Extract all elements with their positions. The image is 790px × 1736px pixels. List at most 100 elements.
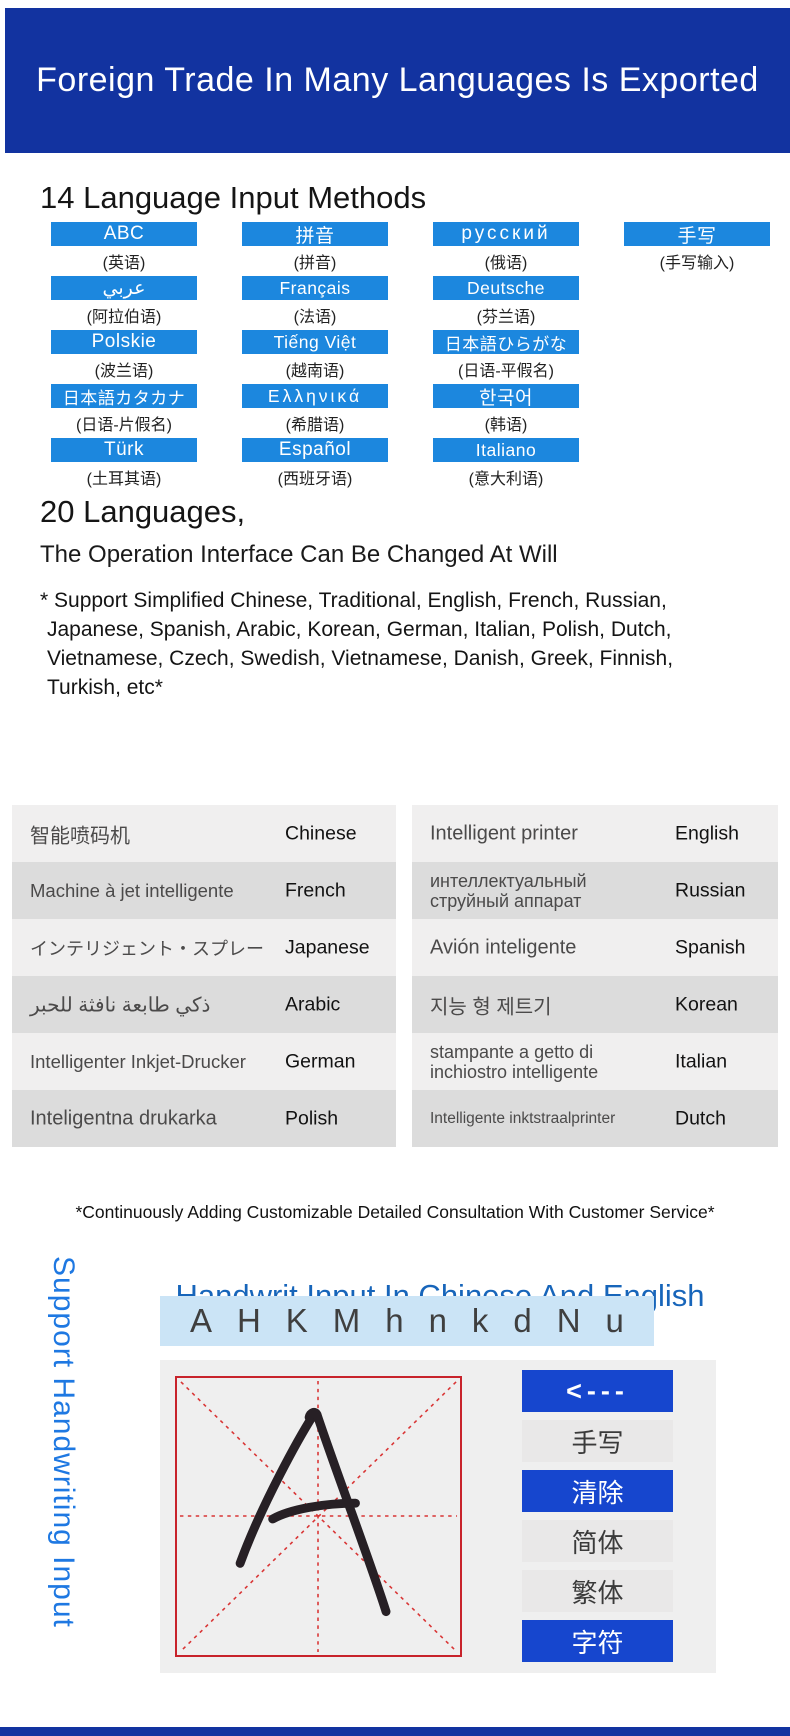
table-row: stampante a getto di inchiostro intellig… xyxy=(412,1033,778,1090)
language-label: Russian xyxy=(675,879,746,901)
phrase-text: Machine à jet intelligente xyxy=(30,879,234,901)
language-button[interactable]: ABC xyxy=(51,222,197,246)
language-button[interactable]: 手写 xyxy=(624,222,770,247)
language-input-cell: русский (俄语) xyxy=(433,222,579,273)
language-button[interactable]: Türk xyxy=(51,438,197,462)
handwriting-pad-canvas xyxy=(179,1380,458,1653)
candidate-letter[interactable]: M xyxy=(332,1302,361,1339)
side-label-vertical: Support Handwriting Input xyxy=(47,1256,80,1628)
language-button[interactable]: Français xyxy=(242,276,388,300)
language-caption: (手写输入) xyxy=(659,255,735,272)
language-button[interactable]: 日本語カタカナ xyxy=(51,384,197,408)
table-row: 智能喷码机 Chinese xyxy=(12,805,396,862)
language-button[interactable]: Deutsche xyxy=(433,276,579,300)
language-input-cell: ABC (英语) xyxy=(51,222,197,273)
language-label: German xyxy=(285,1050,356,1072)
clear-button[interactable]: 清除 xyxy=(522,1470,673,1512)
language-button[interactable]: عربي xyxy=(51,276,197,300)
language-button[interactable]: Ελληνικά xyxy=(242,384,388,408)
handwriting-mode-button[interactable]: 手写 xyxy=(522,1420,673,1462)
candidate-letter[interactable]: k xyxy=(471,1302,489,1339)
simplified-button[interactable]: 简体 xyxy=(522,1520,673,1562)
handwriting-pad[interactable] xyxy=(175,1376,462,1657)
language-caption: (越南语) xyxy=(285,363,345,380)
language-caption: (意大利语) xyxy=(468,471,544,488)
language-label: English xyxy=(675,822,739,844)
candidate-letter[interactable]: h xyxy=(385,1302,404,1339)
language-input-cell: Tiếng Việt (越南语) xyxy=(242,330,388,381)
backspace-button[interactable]: <--- xyxy=(522,1370,673,1412)
language-button[interactable]: 日本語ひらがな xyxy=(433,330,579,354)
language-label: Japanese xyxy=(285,936,370,958)
translation-table-right: Intelligent printer English интеллектуальн… xyxy=(412,805,778,1147)
table-row: интеллектуальный струйный аппарат Russian xyxy=(412,862,778,919)
guide-lines xyxy=(179,1380,458,1653)
language-button[interactable]: Polskie xyxy=(51,330,197,354)
language-caption: (波兰语) xyxy=(94,363,154,380)
language-caption: (希腊语) xyxy=(285,417,345,434)
phrase-text: Intelligent printer xyxy=(430,822,578,844)
language-input-cell: 拼音 (拼音) xyxy=(242,222,388,273)
candidate-letter[interactable]: K xyxy=(285,1302,308,1339)
language-button[interactable]: 한국어 xyxy=(433,384,579,409)
table-row: Intelligent printer English xyxy=(412,805,778,862)
candidate-letter[interactable]: A xyxy=(190,1302,213,1339)
languages-heading: 20 Languages, xyxy=(40,494,246,529)
table-row: インテリジェント・スプレー Japanese xyxy=(12,919,396,976)
candidate-letter[interactable]: H xyxy=(236,1302,261,1339)
language-input-cell: Ελληνικά (希腊语) xyxy=(242,384,388,435)
language-caption: (日语-片假名) xyxy=(76,417,172,434)
header-banner: Foreign Trade In Many Languages Is Expor… xyxy=(5,8,790,153)
language-button[interactable]: 拼音 xyxy=(242,222,388,247)
phrase-text: Inteligentna drukarka xyxy=(30,1107,217,1129)
phrase-text: Avión inteligente xyxy=(430,936,577,958)
language-caption: (拼音) xyxy=(293,255,337,272)
language-button[interactable]: Italiano xyxy=(433,438,579,462)
language-input-cell: 手写 (手写输入) xyxy=(624,222,770,273)
note-line: Vietnamese, Czech, Swedish, Vietnamese, … xyxy=(47,647,674,670)
phrase-text: Intelligenter Inkjet-Drucker xyxy=(30,1050,246,1072)
language-input-cell: Français (法语) xyxy=(242,276,388,327)
traditional-button[interactable]: 繁体 xyxy=(522,1570,673,1612)
input-methods-heading: 14 Language Input Methods xyxy=(40,180,427,215)
phrase-text: ذكي طابعة نافثة للحبر xyxy=(30,994,211,1016)
phrase-text: 지능 형 제트기 xyxy=(430,996,552,1018)
candidate-letter[interactable]: N xyxy=(556,1302,581,1339)
language-input-cell: عربي (阿拉伯语) xyxy=(51,276,197,327)
language-button[interactable]: Tiếng Việt xyxy=(242,330,388,354)
language-label: Italian xyxy=(675,1050,728,1072)
handwritten-letter-a xyxy=(235,1408,391,1617)
candidate-letter[interactable]: d xyxy=(513,1302,532,1339)
candidate-letter[interactable]: u xyxy=(605,1302,624,1339)
candidate-letter[interactable]: n xyxy=(428,1302,447,1339)
language-caption: (韩语) xyxy=(484,417,528,434)
footnote: *Continuously Adding Customizable Detail… xyxy=(75,1202,715,1222)
language-input-cell: Deutsche (芬兰语) xyxy=(433,276,579,327)
note-line: * Support Simplified Chinese, Traditiona… xyxy=(40,589,667,612)
language-caption: (俄语) xyxy=(484,255,528,272)
phrase-text: stampante a getto di inchiostro intellig… xyxy=(430,1041,599,1082)
language-caption: (土耳其语) xyxy=(86,471,162,488)
table-row: Avión inteligente Spanish xyxy=(412,919,778,976)
language-button[interactable]: русский xyxy=(433,222,579,246)
handwriting-panel: <--- 手写清除简体繁体字符 xyxy=(160,1360,716,1673)
language-input-cell: Italiano (意大利语) xyxy=(433,438,579,489)
table-row: Machine à jet intelligente French xyxy=(12,862,396,919)
note-line: Turkish, etc* xyxy=(47,676,163,699)
language-button[interactable]: Español xyxy=(242,438,388,462)
language-input-cell: Español (西班牙语) xyxy=(242,438,388,489)
footer-bar xyxy=(0,1727,790,1736)
language-input-cell: Polskie (波兰语) xyxy=(51,330,197,381)
languages-subheading: The Operation Interface Can Be Changed A… xyxy=(40,541,558,568)
translation-table-left: 智能喷码机 Chinese Machine à jet intelligente Fr… xyxy=(12,805,396,1147)
language-label: French xyxy=(285,879,346,901)
language-label: Chinese xyxy=(285,822,357,844)
characters-button[interactable]: 字符 xyxy=(522,1620,673,1662)
phrase-text: интеллектуальный струйный аппарат xyxy=(430,870,587,911)
language-caption: (西班牙语) xyxy=(277,471,353,488)
supported-languages-note: * Support Simplified Chinese, Traditiona… xyxy=(40,586,673,702)
language-label: Korean xyxy=(675,993,738,1015)
language-label: Dutch xyxy=(675,1107,726,1129)
